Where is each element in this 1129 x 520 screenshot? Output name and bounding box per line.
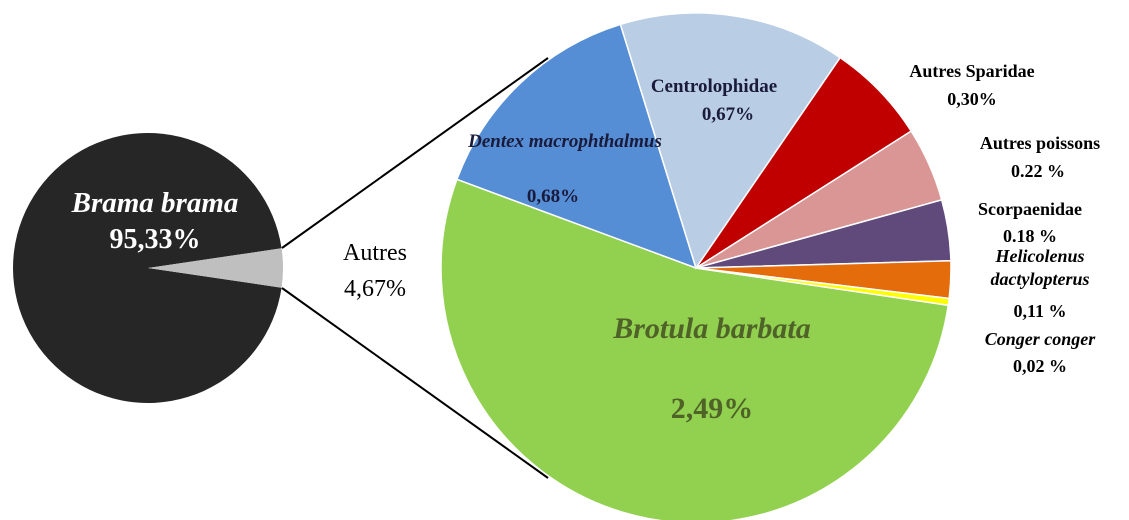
pie-slice (619, 12, 842, 270)
slice-name: Brama brama (71, 187, 239, 219)
slice-value: 4,67% (344, 276, 406, 302)
pie-slice (455, 23, 698, 270)
connector-line (281, 287, 549, 479)
pie-slice (148, 248, 283, 288)
slice-name: Dentex macrophthalmus (468, 131, 662, 152)
slice-value: 0.22 % (1011, 161, 1065, 181)
slice-name: Autres Sparidae (909, 61, 1035, 81)
slice-name: Conger conger (984, 329, 1096, 349)
pie-slice (12, 133, 282, 403)
slice-value: 0,11 % (1013, 301, 1067, 321)
pie-slice (440, 178, 950, 520)
slice-name: Centrolophidae (650, 76, 778, 97)
connector-line (281, 57, 549, 249)
slice-name: Helicolenus dactylopterus (990, 246, 1090, 289)
slice-name: Autres poissons (979, 133, 1101, 153)
slice-value: 2,49% (670, 392, 754, 425)
slice-value: 95,33% (109, 224, 201, 255)
slice-name: Scorpaenidae (977, 199, 1082, 219)
slice-value: 0,30% (947, 89, 997, 109)
pie-slice (695, 267, 951, 307)
slice-name: Brotula barbata (613, 312, 811, 345)
slice-value: 0.18 % (1003, 226, 1057, 246)
slice-value: 0,67% (701, 104, 755, 125)
slice-value: 0,02 % (1013, 356, 1067, 376)
slice-name: Autres (343, 240, 407, 266)
slice-value: 0,68% (526, 186, 580, 207)
